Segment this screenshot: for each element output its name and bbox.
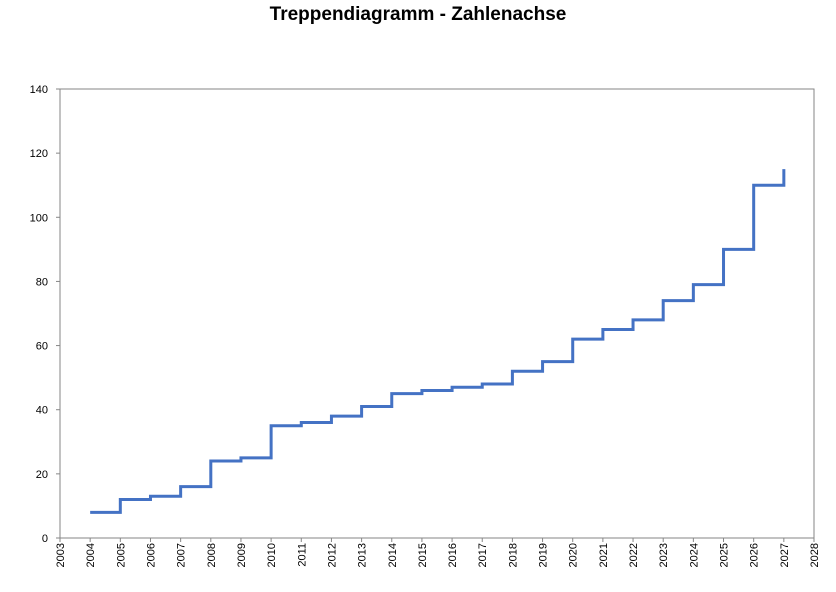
x-tick-label: 2025: [719, 543, 731, 567]
data-point: [691, 283, 695, 287]
y-tick-label: 120: [30, 148, 48, 160]
x-tick-label: 2017: [477, 543, 489, 567]
data-point: [179, 485, 183, 489]
x-tick-label: 2007: [176, 543, 188, 567]
data-point: [631, 318, 635, 322]
x-tick-label: 2014: [387, 543, 399, 567]
x-tick-label: 2005: [115, 543, 127, 567]
x-tick-label: 2010: [266, 543, 278, 567]
y-tick-label: 60: [36, 341, 48, 353]
data-point: [601, 328, 605, 332]
y-tick-label: 100: [30, 212, 48, 224]
x-tick-label: 2006: [145, 543, 157, 567]
data-point: [88, 510, 92, 514]
x-tick-label: 2022: [628, 543, 640, 567]
x-tick-label: 2009: [236, 543, 248, 567]
data-point: [299, 421, 303, 425]
x-tick-label: 2021: [598, 543, 610, 567]
data-point: [541, 360, 545, 364]
data-point: [782, 167, 786, 171]
data-point: [239, 456, 243, 460]
x-tick-label: 2015: [417, 543, 429, 567]
y-axis-ticks: 0 20 40 60 80 100 120 140: [30, 84, 60, 545]
x-tick-label: 2004: [85, 543, 97, 567]
data-point: [269, 424, 273, 428]
data-point: [510, 369, 514, 373]
data-point: [722, 247, 726, 251]
x-tick-label: 2019: [538, 543, 550, 567]
x-tick-label: 2028: [809, 543, 821, 567]
data-point: [571, 337, 575, 341]
y-tick-label: 80: [36, 276, 48, 288]
data-point: [752, 183, 756, 187]
x-tick-label: 2024: [688, 543, 700, 567]
x-tick-label: 2013: [357, 543, 369, 567]
x-tick-label: 2027: [779, 543, 791, 567]
y-tick-label: 40: [36, 405, 48, 417]
x-tick-label: 2008: [206, 543, 218, 567]
data-point: [148, 494, 152, 498]
data-point: [450, 385, 454, 389]
x-tick-label: 2018: [507, 543, 519, 567]
y-tick-label: 20: [36, 469, 48, 481]
series-layer: [88, 167, 786, 514]
data-point: [209, 459, 213, 463]
x-tick-label: 2026: [749, 543, 761, 567]
x-tick-label: 2012: [326, 543, 338, 567]
data-point: [480, 382, 484, 386]
x-tick-label: 2016: [447, 543, 459, 567]
data-point: [329, 414, 333, 418]
x-tick-label: 2023: [658, 543, 670, 567]
x-tick-label: 2003: [55, 543, 67, 567]
y-tick-label: 140: [30, 84, 48, 96]
x-tick-label: 2011: [296, 543, 308, 567]
data-point: [118, 498, 122, 502]
plot-area-border: [59, 88, 815, 539]
x-tick-label: 2020: [568, 543, 580, 567]
data-point: [661, 299, 665, 303]
chart-title: Treppendiagramm - Zahlenachse: [269, 4, 567, 25]
data-point: [420, 388, 424, 392]
data-point: [360, 405, 364, 409]
data-point: [390, 392, 394, 396]
step-series-line: [90, 169, 786, 514]
x-axis-ticks: 2003 2004 2005 2006 2007 2008 2009 2010 2011 2012…: [55, 538, 821, 567]
y-tick-label: 0: [42, 533, 48, 545]
